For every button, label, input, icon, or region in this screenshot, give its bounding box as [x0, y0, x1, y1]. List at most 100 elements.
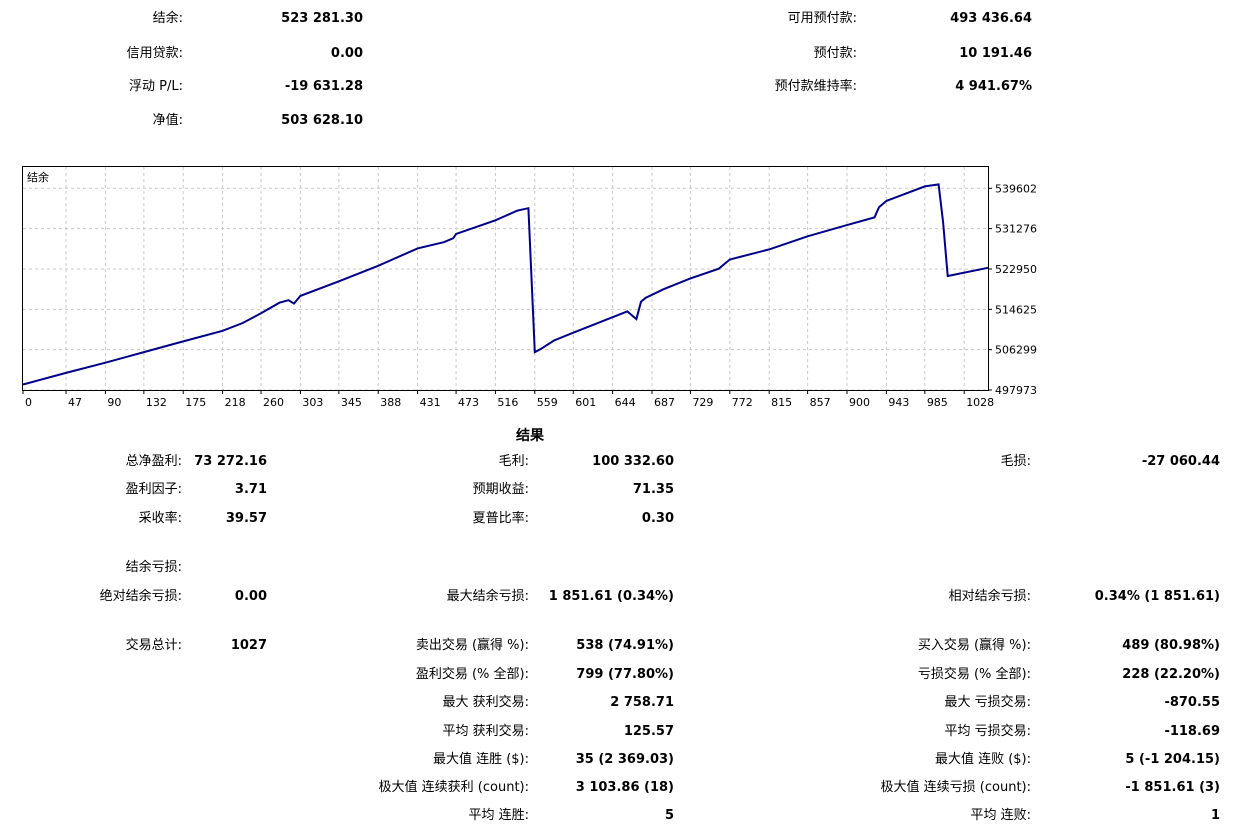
- maximal-consec-loss-value: -1 851.61 (3): [1125, 780, 1220, 795]
- max-drawdown-value: 1 851.61 (0.34%): [548, 589, 674, 604]
- long-trades-label: 买入交易 (赢得 %):: [917, 638, 1031, 653]
- x-tick-label: 90: [107, 396, 121, 409]
- max-consec-wins-value: 35 (2 369.03): [575, 752, 674, 767]
- floating-pl-label: 浮动 P/L:: [129, 79, 183, 94]
- expected-payoff-label: 预期收益:: [472, 482, 529, 497]
- margin-label: 预付款:: [813, 46, 857, 61]
- x-tick-label: 431: [420, 396, 441, 409]
- short-trades-value: 538 (74.91%): [576, 638, 674, 653]
- x-axis-ticks: 0 47 90 132 175 218 260 303 345 388 431 473 516 559 60…: [22, 390, 994, 409]
- gross-profit-value: 100 332.60: [592, 454, 674, 469]
- rel-drawdown-label: 相对结余亏损:: [948, 589, 1031, 604]
- avg-profit-label: 平均 获利交易:: [442, 724, 529, 739]
- x-tick-label: 47: [68, 396, 82, 409]
- recovery-factor-label: 采收率:: [138, 511, 182, 526]
- x-tick-label: 601: [575, 396, 596, 409]
- balance-series-line: [22, 183, 989, 386]
- loss-trades-label: 亏损交易 (% 全部):: [917, 667, 1031, 682]
- x-tick-label: 132: [146, 396, 167, 409]
- x-tick-label: 175: [185, 396, 206, 409]
- max-consec-losses-value: 5 (-1 204.15): [1125, 752, 1220, 767]
- loss-trades-value: 228 (22.20%): [1122, 667, 1220, 682]
- chart-frame: [22, 166, 989, 391]
- x-tick-label: 857: [810, 396, 831, 409]
- maximal-consec-loss-label: 极大值 连续亏损 (count):: [880, 780, 1031, 795]
- credit-label: 信用贷款:: [126, 46, 183, 61]
- y-tick-label: 506299: [995, 344, 1037, 357]
- equity-value: 503 628.10: [281, 113, 363, 128]
- x-tick-label: 729: [692, 396, 713, 409]
- floating-pl-value: -19 631.28: [284, 79, 363, 94]
- y-tick-label: 514625: [995, 303, 1037, 316]
- x-tick-label: 644: [615, 396, 636, 409]
- y-tick-label: 497973: [995, 384, 1037, 397]
- x-tick-label: 260: [263, 396, 284, 409]
- total-trades-value: 1027: [230, 638, 267, 653]
- balance-chart: 结余 0 47 90 132 175 218 260 303 345 388 431 473 516 55…: [22, 166, 1037, 409]
- drawdown-header-label: 结余亏损:: [125, 560, 182, 575]
- max-drawdown-label: 最大结余亏损:: [446, 589, 529, 604]
- free-margin-value: 493 436.64: [950, 11, 1032, 26]
- x-tick-label: 815: [771, 396, 792, 409]
- credit-value: 0.00: [330, 46, 363, 61]
- largest-profit-value: 2 758.71: [610, 695, 674, 710]
- balance-value: 523 281.30: [281, 11, 363, 26]
- maximal-consec-profit-label: 极大值 连续获利 (count):: [378, 780, 529, 795]
- results-title: 结果: [516, 428, 544, 444]
- expected-payoff-value: 71.35: [632, 482, 674, 497]
- avg-consec-losses-value: 1: [1210, 808, 1220, 823]
- largest-loss-value: -870.55: [1164, 695, 1220, 710]
- margin-level-label: 预付款维持率:: [774, 79, 857, 94]
- profit-trades-label: 盈利交易 (% 全部):: [415, 667, 529, 682]
- x-tick-label: 687: [654, 396, 675, 409]
- x-tick-label: 303: [302, 396, 323, 409]
- sharpe-value: 0.30: [641, 511, 674, 526]
- margin-value: 10 191.46: [959, 46, 1032, 61]
- total-trades-label: 交易总计:: [125, 638, 182, 653]
- maximal-consec-profit-value: 3 103.86 (18): [575, 780, 674, 795]
- short-trades-label: 卖出交易 (赢得 %):: [415, 638, 529, 653]
- profit-factor-value: 3.71: [234, 482, 267, 497]
- avg-consec-wins-label: 平均 连胜:: [468, 808, 529, 823]
- y-tick-label: 522950: [995, 263, 1037, 276]
- x-tick-label: 516: [497, 396, 518, 409]
- profit-trades-value: 799 (77.80%): [576, 667, 674, 682]
- x-tick-label: 0: [25, 396, 32, 409]
- x-tick-label: 559: [537, 396, 558, 409]
- y-tick-label: 539602: [995, 182, 1037, 195]
- net-profit-value: 73 272.16: [194, 454, 267, 469]
- profit-factor-label: 盈利因子:: [125, 482, 182, 497]
- x-tick-label: 345: [341, 396, 362, 409]
- avg-consec-wins-value: 5: [664, 808, 674, 823]
- x-tick-label: 1028: [966, 396, 994, 409]
- net-profit-label: 总净盈利:: [125, 454, 182, 469]
- x-tick-label: 772: [732, 396, 753, 409]
- x-tick-label: 473: [458, 396, 479, 409]
- y-tick-label: 531276: [995, 223, 1037, 236]
- avg-profit-value: 125.57: [623, 724, 674, 739]
- gross-loss-label: 毛损:: [1000, 454, 1031, 469]
- balance-label: 结余:: [152, 11, 183, 26]
- x-tick-label: 985: [927, 396, 948, 409]
- abs-drawdown-label: 绝对结余亏损:: [99, 589, 182, 604]
- avg-consec-losses-label: 平均 连败:: [970, 808, 1031, 823]
- recovery-factor-value: 39.57: [225, 511, 267, 526]
- free-margin-label: 可用预付款:: [787, 11, 857, 26]
- equity-label: 净值:: [152, 113, 183, 128]
- largest-loss-label: 最大 亏损交易:: [944, 695, 1031, 710]
- gross-profit-label: 毛利:: [498, 454, 529, 469]
- margin-level-value: 4 941.67%: [955, 79, 1032, 94]
- chart-title: 结余: [27, 170, 49, 184]
- x-tick-label: 388: [380, 396, 401, 409]
- sharpe-label: 夏普比率:: [472, 511, 529, 526]
- max-consec-wins-label: 最大值 连胜 ($):: [432, 752, 529, 767]
- avg-loss-value: -118.69: [1164, 724, 1220, 739]
- y-axis-ticks: 539602 531276 522950 514625 506299 497973: [988, 182, 1037, 397]
- x-tick-label: 900: [849, 396, 870, 409]
- x-tick-label: 943: [888, 396, 909, 409]
- abs-drawdown-value: 0.00: [234, 589, 267, 604]
- chart-grid: [23, 167, 988, 391]
- long-trades-value: 489 (80.98%): [1122, 638, 1220, 653]
- largest-profit-label: 最大 获利交易:: [442, 695, 529, 710]
- avg-loss-label: 平均 亏损交易:: [944, 724, 1031, 739]
